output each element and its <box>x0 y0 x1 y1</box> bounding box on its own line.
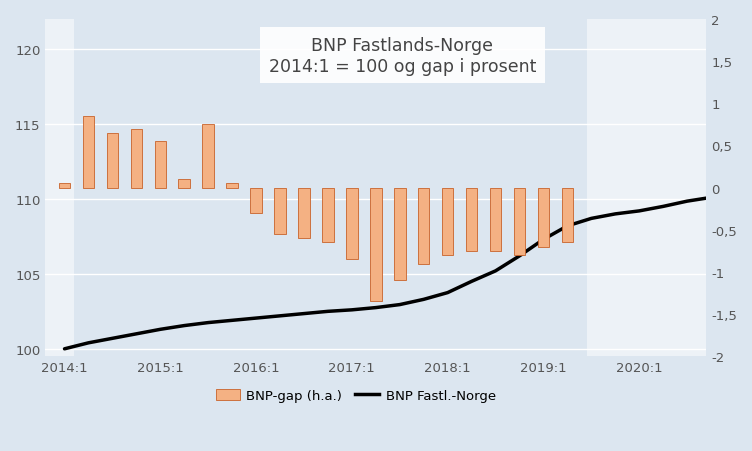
Bar <box>394 188 405 281</box>
Bar <box>299 188 310 239</box>
Bar <box>346 188 358 260</box>
Bar <box>45 20 74 357</box>
Legend: BNP-gap (h.a.), BNP Fastl.-Norge: BNP-gap (h.a.), BNP Fastl.-Norge <box>211 384 501 407</box>
Bar <box>131 129 142 188</box>
Bar <box>538 188 549 247</box>
Bar <box>178 180 190 188</box>
Bar <box>442 188 453 256</box>
Bar <box>514 188 525 256</box>
Bar <box>59 184 70 188</box>
Bar <box>107 133 118 188</box>
Bar <box>587 20 706 357</box>
Bar <box>322 188 334 243</box>
Bar <box>490 188 502 251</box>
Bar <box>562 188 573 243</box>
Bar <box>418 188 429 264</box>
Bar <box>83 117 94 188</box>
Bar <box>250 188 262 213</box>
Bar <box>155 142 166 188</box>
Bar <box>202 125 214 188</box>
Bar <box>370 188 381 302</box>
Text: BNP Fastlands-Norge
2014:1 = 100 og gap i prosent: BNP Fastlands-Norge 2014:1 = 100 og gap … <box>268 37 536 75</box>
Bar <box>274 188 286 235</box>
Bar <box>465 188 478 251</box>
Bar <box>226 184 238 188</box>
